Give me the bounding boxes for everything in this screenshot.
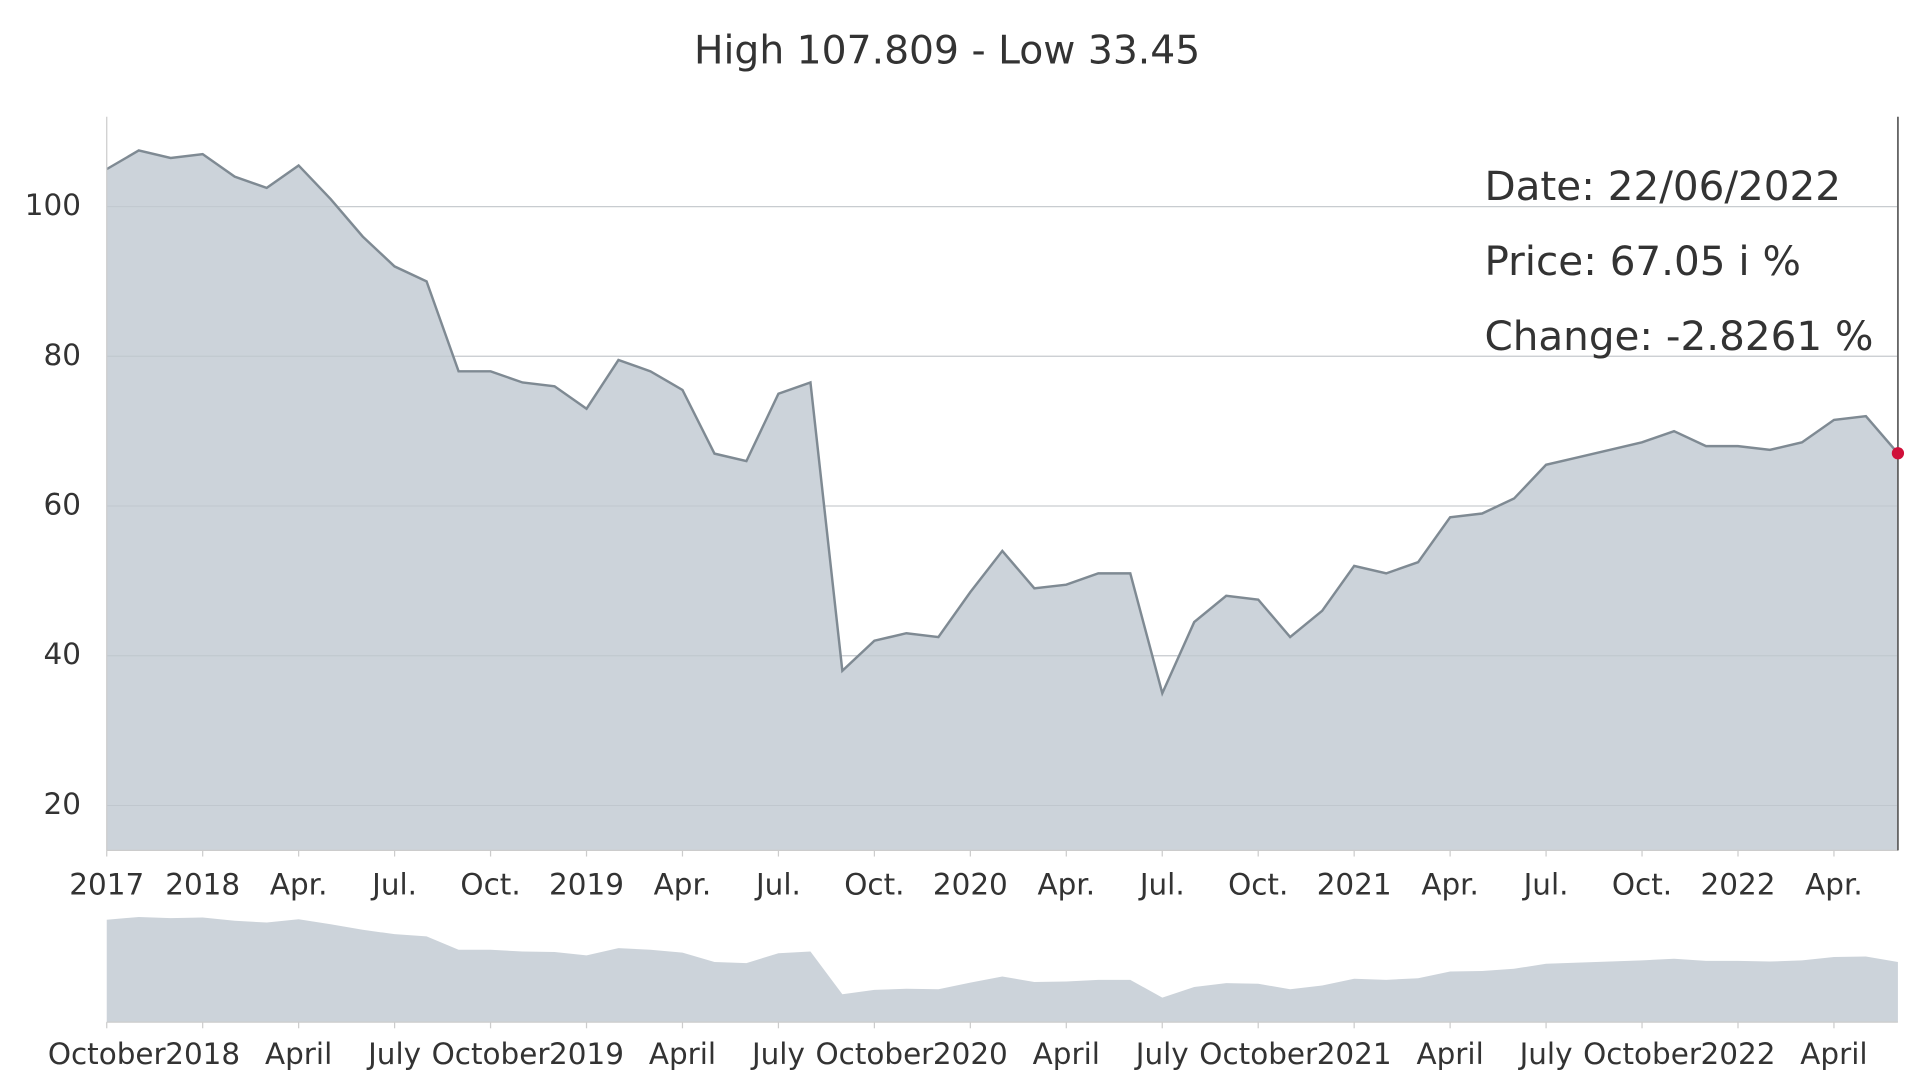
navigator-tick-label: July (1134, 1037, 1189, 1071)
x-tick-label: Jul. (1522, 867, 1569, 901)
tooltip-line: Date: 22/06/2022 (1484, 162, 1840, 210)
x-tick-label: 2017 (69, 867, 144, 901)
y-tick-label: 80 (44, 338, 81, 372)
navigator-tick-label: October (815, 1037, 934, 1071)
navigator-tick-label: July (366, 1037, 421, 1071)
x-tick-label: Oct. (460, 867, 520, 901)
navigator-tick-label: October (432, 1037, 551, 1071)
navigator-tick-label: April (1800, 1037, 1867, 1071)
navigator-tick-label: 2020 (933, 1037, 1008, 1071)
navigator-tick-label: October (1199, 1037, 1318, 1071)
area-fill (106, 150, 1898, 851)
tooltip-line: Price: 67.05 i % (1484, 237, 1801, 285)
x-tick-label: Apr. (654, 867, 712, 901)
tooltip-line: Change: -2.8261 % (1484, 312, 1873, 360)
x-tick-label: Apr. (1037, 867, 1095, 901)
x-tick-label: Oct. (1612, 867, 1672, 901)
navigator-tick-label: 2018 (165, 1037, 240, 1071)
x-tick-label: 2021 (1317, 867, 1392, 901)
x-tick-label: Jul. (1138, 867, 1185, 901)
x-tick-label: Oct. (844, 867, 904, 901)
x-tick-label: Apr. (1421, 867, 1479, 901)
navigator-tick-label: July (750, 1037, 805, 1071)
navigator-tick-label: April (649, 1037, 716, 1071)
y-tick-label: 40 (44, 637, 81, 671)
navigator-tick-label: October (1583, 1037, 1702, 1071)
navigator-tick-label: April (1416, 1037, 1483, 1071)
navigator-tick-label: 2019 (549, 1037, 624, 1071)
y-tick-label: 20 (44, 787, 81, 821)
navigator-area (106, 917, 1898, 1023)
x-tick-label: Oct. (1228, 867, 1288, 901)
navigator-tick-label: October (48, 1037, 167, 1071)
x-tick-label: 2022 (1701, 867, 1776, 901)
x-tick-label: 2018 (165, 867, 240, 901)
x-tick-label: Jul. (754, 867, 801, 901)
navigator-tick-label: July (1518, 1037, 1573, 1071)
chart-title: High 107.809 - Low 33.45 (694, 28, 1200, 73)
x-tick-label: Jul. (370, 867, 417, 901)
navigator-tick-label: April (1033, 1037, 1100, 1071)
x-tick-label: 2019 (549, 867, 624, 901)
x-tick-label: Apr. (1805, 867, 1863, 901)
navigator-tick-label: 2022 (1701, 1037, 1776, 1071)
x-tick-label: 2020 (933, 867, 1008, 901)
x-tick-label: Apr. (270, 867, 328, 901)
last-point-marker (1891, 447, 1905, 460)
price-line (106, 149, 1899, 697)
navigator-tick-label: 2021 (1317, 1037, 1392, 1071)
y-tick-label: 100 (25, 188, 81, 222)
navigator-tick-label: April (265, 1037, 332, 1071)
y-tick-label: 60 (44, 488, 81, 522)
